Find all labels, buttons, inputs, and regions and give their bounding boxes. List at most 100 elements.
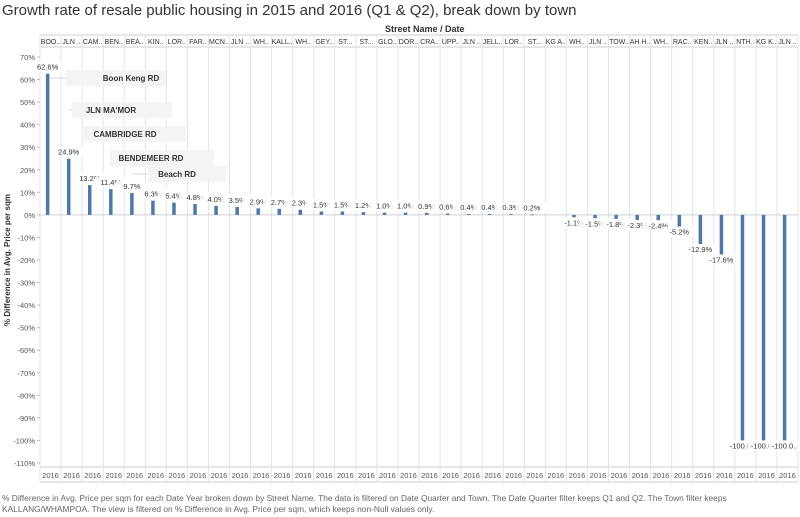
x-tick-label: 2016 [232, 471, 249, 480]
y-tick-layer: 70% 60% 50% 40% 30% 20% 10% 0% -10% -20% -30% -40% -… [13, 53, 35, 468]
data-label: -100.0.. [772, 441, 797, 450]
bar [782, 214, 787, 441]
bar [109, 189, 113, 215]
data-label-bg [684, 243, 717, 254]
data-label-bg [431, 201, 464, 212]
x-tick-label: 2016 [42, 471, 59, 480]
annotation-label: CAMBRIDGE RD [93, 130, 156, 139]
x-tick-label: 2016 [674, 471, 691, 480]
bar [698, 214, 703, 244]
y-tick-label: -40% [17, 301, 35, 310]
bar [66, 158, 71, 215]
annotation-layer: Boon Keng RD JLN MA'MOR CAMBRIDGE RD BENDEM… [47, 70, 226, 182]
bar [467, 213, 471, 215]
bar [319, 211, 324, 215]
data-label: 13.2% [79, 174, 101, 183]
bar [424, 212, 429, 215]
data-label: 1.5% [313, 201, 330, 210]
x-tick-label: 2016 [505, 471, 522, 480]
column-header-label: LOR.. [505, 39, 523, 46]
x-tick-label: 2016 [653, 471, 670, 480]
data-label-bg [200, 193, 233, 204]
data-label-bg [221, 194, 254, 205]
bar [382, 212, 387, 215]
column-header-label: GEY.. [315, 39, 333, 46]
chart-title: Growth rate of resale public housing in … [2, 2, 577, 19]
data-label-bg [558, 217, 591, 228]
data-label-bg [410, 200, 443, 211]
x-tick-label: 2016 [253, 471, 270, 480]
bar [340, 211, 345, 215]
data-label-bg [94, 177, 127, 188]
x-tick-label: 2016 [548, 471, 565, 480]
column-header-label: JLN .. [462, 39, 480, 46]
column-header-label: NTH.. [736, 39, 754, 46]
data-label: 4.8% [186, 193, 203, 202]
bar [256, 208, 260, 215]
x-tick-label: 2016 [484, 471, 501, 480]
data-label: 1.0% [376, 202, 393, 211]
x-tick-label: 2016 [526, 471, 543, 480]
data-label: 2.9% [250, 197, 267, 206]
y-tick-label: -10% [17, 233, 35, 242]
annotation-label: Boon Keng RD [103, 74, 160, 83]
x-tick-label: 2016 [147, 471, 164, 480]
data-label: -1.8% [606, 220, 626, 229]
data-label-layer: 62.6% 24.9% 13.2% 11.4% 9.7% 6.3% 5.4% 4.8% 4.0%… [31, 61, 800, 451]
bar [656, 214, 661, 221]
annotation-label: JLN MA'MOR [86, 106, 137, 115]
x-tick-label: 2016 [632, 471, 649, 480]
bar [719, 214, 724, 255]
annotation-label: Beach RD [158, 170, 196, 179]
data-label-bg [389, 200, 422, 211]
bar [403, 212, 408, 215]
data-label: 62.6% [37, 63, 59, 72]
column-header-label: CRA.. [420, 39, 439, 46]
bar [635, 214, 639, 221]
data-label-bg [179, 192, 212, 203]
column-header-label: JLN .. [715, 39, 733, 46]
y-tick-label: -110% [14, 459, 35, 468]
data-label: 3.5% [229, 196, 246, 205]
y-tick-label: 50% [20, 98, 35, 107]
data-label-bg [768, 440, 800, 451]
column-header-label: WH.. [253, 39, 269, 46]
bar [614, 214, 618, 219]
y-tick-label: 30% [20, 143, 35, 152]
column-header-label: ST... [528, 39, 542, 46]
bar [593, 214, 597, 219]
data-label: 0.9% [418, 202, 435, 211]
bar [298, 209, 303, 215]
data-label: 0.3% [502, 203, 519, 212]
data-label-bg [263, 196, 296, 207]
data-label-bg [52, 146, 85, 157]
data-label: 1.2% [355, 201, 372, 210]
data-label: 11.4% [100, 178, 121, 187]
bar [572, 214, 576, 218]
column-header-label: JLN .. [62, 39, 80, 46]
column-header-label: CAM.. [83, 39, 103, 46]
x-tick-label: 2016 [126, 471, 143, 480]
x-tick-label: 2016 [337, 471, 354, 480]
data-label: 5.4% [165, 192, 182, 201]
data-label: -1.1% [564, 218, 584, 227]
data-label: 24.9% [58, 148, 80, 157]
column-header-label: MCN.. [209, 39, 229, 46]
annotation-box [72, 102, 172, 118]
column-header-label: KG K.. [756, 39, 777, 46]
bar [193, 204, 197, 215]
bar [761, 214, 766, 441]
column-header-label: WH.. [653, 39, 669, 46]
data-label: 0.4% [481, 203, 498, 212]
bar-chart: % Difference in Avg. Price per sqm 70% 60… [3, 34, 800, 483]
y-tick-label: 40% [20, 121, 35, 130]
column-header-label: ST... [359, 39, 373, 46]
data-label: -100.0.. [730, 441, 755, 450]
data-label: 2.3% [292, 199, 309, 208]
bar [214, 205, 218, 215]
data-label-bg [473, 201, 506, 212]
annotation-box [66, 70, 166, 86]
x-tick-label: 2016 [105, 471, 122, 480]
column-header-label: WH.. [569, 39, 585, 46]
column-header-label: BEA.. [126, 39, 144, 46]
